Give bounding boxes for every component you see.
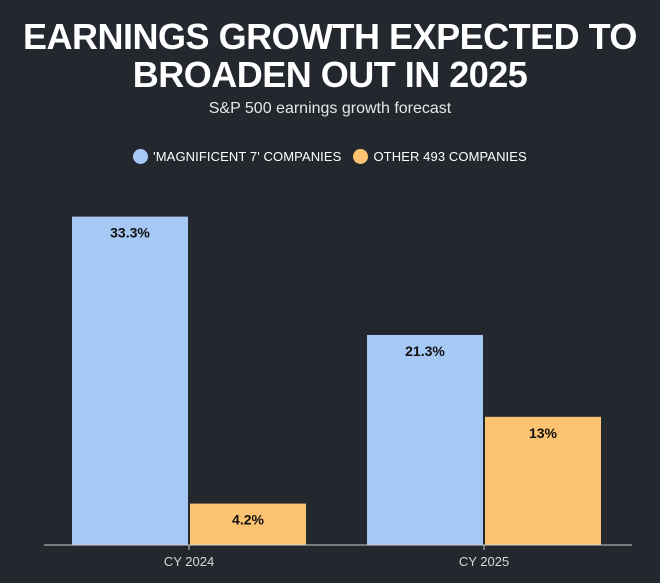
legend-label-other-493: OTHER 493 COMPANIES — [373, 149, 527, 164]
chart-title: EARNINGS GROWTH EXPECTED TO BROADEN OUT … — [0, 18, 660, 94]
chart-title-line-2: BROADEN OUT IN 2025 — [132, 54, 528, 95]
legend-swatch-magnificent-7 — [133, 149, 149, 164]
data-label-magnificent-7-cy-2024: 33.3% — [110, 225, 150, 241]
legend-item-other-493: OTHER 493 COMPANIES — [353, 149, 527, 164]
x-tick-label-cy-2024: CY 2024 — [164, 554, 214, 569]
data-label-other-493-cy-2025: 13% — [529, 425, 558, 441]
legend-item-magnificent-7: 'MAGNIFICENT 7' COMPANIES — [133, 149, 341, 164]
legend-label-magnificent-7: 'MAGNIFICENT 7' COMPANIES — [153, 149, 342, 164]
bar-magnificent-7-cy-2024 — [72, 216, 188, 545]
data-label-magnificent-7-cy-2025: 21.3% — [405, 343, 445, 359]
bar-other-493-cy-2024 — [190, 503, 306, 545]
chart-title-line-1: EARNINGS GROWTH EXPECTED TO — [23, 16, 637, 57]
x-tick-label-cy-2025: CY 2025 — [459, 554, 509, 569]
bar-magnificent-7-cy-2025 — [367, 334, 483, 545]
chart-legend: 'MAGNIFICENT 7' COMPANIES OTHER 493 COMP… — [0, 149, 660, 164]
bar-other-493-cy-2025 — [485, 416, 601, 545]
data-label-other-493-cy-2024: 4.2% — [232, 512, 264, 528]
legend-swatch-other-493 — [353, 149, 369, 164]
chart-subtitle: S&P 500 earnings growth forecast — [208, 100, 452, 117]
